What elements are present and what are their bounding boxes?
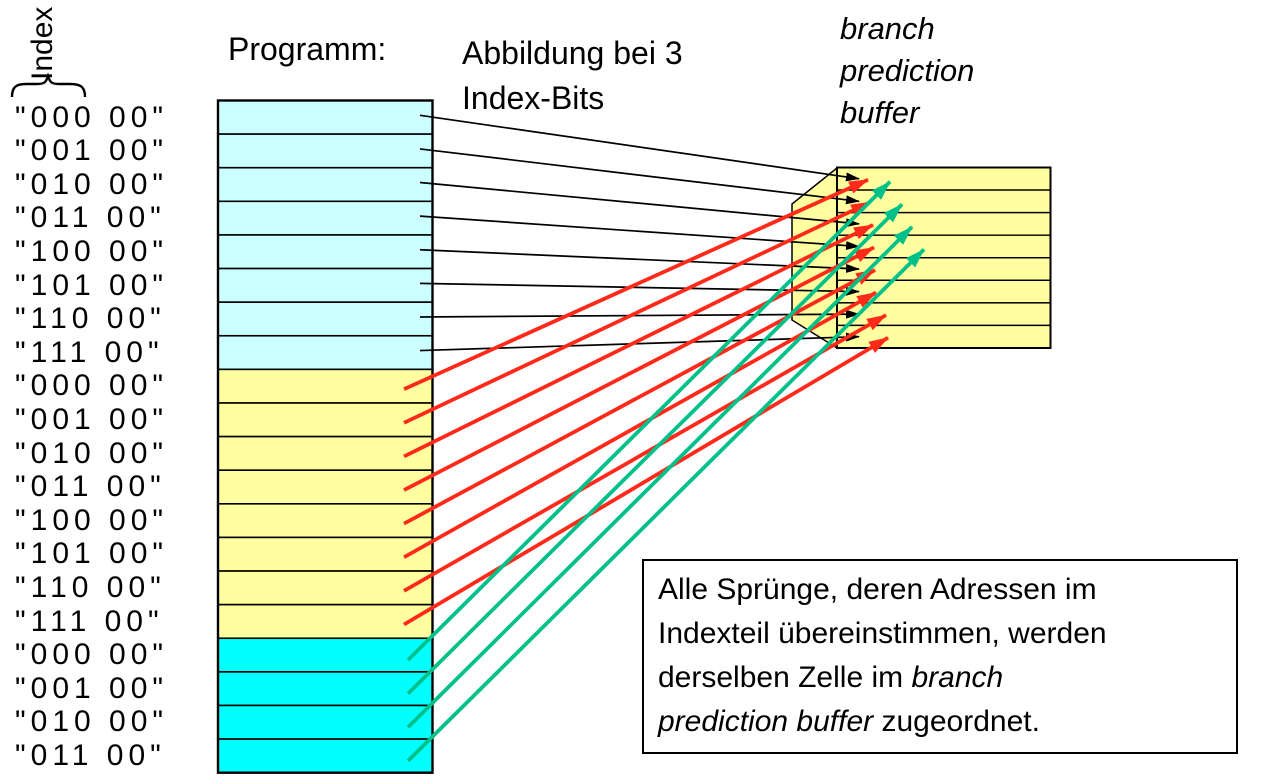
- mapping-arrow-green: [406, 225, 914, 729]
- program-row: [217, 368, 434, 404]
- note-text-italic: branch: [911, 661, 1004, 694]
- mapping-arrow-red: [403, 268, 876, 526]
- address-label: "010 00": [15, 167, 169, 201]
- program-row: [217, 570, 434, 606]
- note-line: Alle Sprünge, deren Adressen im: [658, 568, 1236, 612]
- mapping-arrow-red: [403, 178, 869, 391]
- mapping-arrow-red: [403, 313, 887, 593]
- address-label: "000 00": [15, 638, 169, 672]
- program-row: [217, 402, 434, 438]
- program-row: [217, 671, 434, 707]
- address-label: "111 00": [15, 604, 164, 638]
- buffer-title-line1: branch: [840, 11, 935, 46]
- address-label: "010 00": [15, 705, 169, 739]
- address-label: "011 00": [15, 739, 166, 773]
- mapping-arrow-red: [403, 245, 875, 492]
- mapping-arrow-black: [419, 309, 860, 319]
- buffer-title-line3: buffer: [840, 95, 920, 130]
- address-label: "110 00": [15, 571, 166, 605]
- address-label: "101 00": [15, 268, 169, 302]
- mapping-arrow-green: [406, 180, 892, 662]
- address-label: "010 00": [15, 436, 169, 470]
- program-row: [217, 503, 434, 539]
- program-row: [217, 704, 434, 740]
- program-row: [217, 738, 434, 774]
- address-label: "011 00": [15, 201, 166, 235]
- mapping-arrow-red: [403, 336, 889, 627]
- program-title: Programm:: [228, 31, 387, 67]
- program-row: [217, 334, 434, 371]
- program-row: [217, 603, 434, 640]
- index-brace: [10, 72, 87, 98]
- program-row: [217, 469, 434, 505]
- program-row: [217, 536, 434, 572]
- program-row: [217, 166, 434, 203]
- program-row: [217, 99, 434, 135]
- note-box: Alle Sprünge, deren Adressen im Indexteil…: [642, 559, 1238, 754]
- address-label: "000 00": [15, 369, 169, 403]
- mapping-arrow-green: [406, 202, 904, 696]
- address-label: "110 00": [15, 302, 166, 336]
- address-label: "001 00": [15, 671, 169, 705]
- address-label: "100 00": [15, 234, 169, 268]
- mapping-arrow-black: [419, 248, 860, 273]
- mapping-arrow-red: [403, 290, 877, 559]
- mapping-arrow-black: [419, 282, 860, 296]
- buffer-cell: [836, 166, 1052, 191]
- program-row: [217, 133, 434, 169]
- address-label: "001 00": [15, 134, 169, 168]
- buffer-title: branch prediction buffer: [840, 8, 974, 134]
- mapping-arrow-black: [419, 114, 860, 182]
- program-row: [217, 200, 434, 236]
- mapping-title: Abbildung bei 3 Index-Bits: [462, 31, 683, 121]
- buffer-cell: [836, 324, 1052, 349]
- address-label: "100 00": [15, 503, 169, 537]
- program-row: [217, 435, 434, 472]
- address-label: "001 00": [15, 402, 169, 436]
- address-label: "111 00": [15, 335, 164, 369]
- address-label: "000 00": [15, 100, 169, 134]
- note-text: derselben Zelle im: [658, 661, 912, 694]
- address-label: "101 00": [15, 537, 169, 571]
- note-text: zugeordnet.: [873, 705, 1040, 738]
- buffer-cell: [836, 211, 1052, 236]
- note-text: Alle Sprünge, deren Adressen im: [658, 573, 1097, 606]
- index-axis-label: Index: [26, 6, 59, 80]
- note-line: derselben Zelle im branch: [658, 656, 1236, 700]
- note-text: Indexteil übereinstimmen, werden: [658, 617, 1107, 650]
- note-line: prediction buffer zugeordnet.: [658, 700, 1236, 744]
- program-row: [217, 637, 434, 673]
- buffer-cell: [836, 279, 1052, 304]
- mapping-arrow-green: [406, 248, 926, 763]
- program-row: [217, 267, 434, 303]
- buffer-title-line2: prediction: [840, 53, 975, 88]
- program-row: [217, 234, 434, 270]
- mapping-title-line2: Index-Bits: [462, 80, 605, 116]
- note-text-italic: prediction buffer: [658, 705, 874, 738]
- mapping-arrow-black: [419, 148, 860, 205]
- mapping-title-line1: Abbildung bei 3: [462, 35, 683, 71]
- mapping-arrow-red: [403, 223, 874, 459]
- mapping-arrow-red: [403, 200, 871, 425]
- program-row: [217, 301, 434, 337]
- address-label: "011 00": [15, 470, 166, 504]
- note-line: Indexteil übereinstimmen, werden: [658, 612, 1236, 656]
